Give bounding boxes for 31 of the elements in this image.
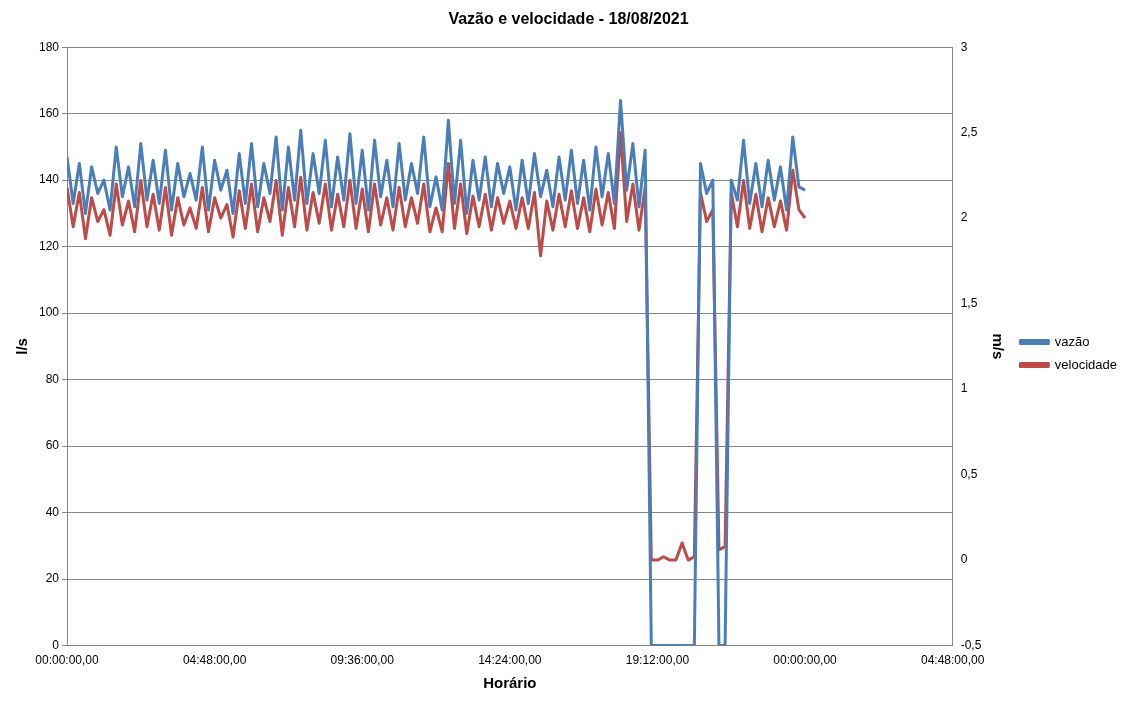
x-tick-label: 00:00:00,00 [35, 653, 100, 668]
y2-tick-label: 3 [960, 39, 968, 54]
x-tick-label: 00:00:00,00 [773, 653, 838, 668]
y-tick-label: 0 [52, 637, 60, 652]
legend-label: velocidade [1054, 356, 1117, 372]
x-tick-label: 14:24:00,00 [478, 653, 542, 668]
y2-tick-label: 1 [960, 381, 968, 396]
chart-title: Vazão e velocidade - 18/08/2021 [448, 10, 689, 28]
y-tick-label: 60 [45, 438, 60, 453]
y-tick-label: 140 [38, 172, 60, 187]
y-tick-label: 40 [45, 504, 60, 519]
y2-tick-label: 0 [960, 552, 968, 567]
x-tick-label: 19:12:00,00 [625, 653, 690, 668]
legend-label: vazão [1054, 333, 1090, 349]
y2-axis-title: m/s [990, 333, 1008, 360]
x-tick-label: 04:48:00,00 [920, 653, 985, 668]
y-tick-label: 100 [38, 305, 60, 320]
y-axis-title: l/s [13, 338, 31, 355]
y-tick-label: 160 [38, 106, 60, 120]
y2-tick-label: 0,5 [960, 466, 978, 481]
x-axis-title: Horário [483, 674, 537, 692]
y-tick-label: 180 [38, 39, 60, 54]
y2-tick-label: 2 [960, 210, 968, 225]
x-tick-label: 04:48:00,00 [182, 653, 247, 668]
x-tick-label: 09:36:00,00 [330, 653, 395, 668]
y2-tick-label: -0,5 [960, 637, 982, 652]
y-tick-label: 120 [38, 238, 60, 253]
y2-tick-label: 2,5 [960, 125, 978, 139]
y-tick-label: 80 [45, 371, 60, 386]
y2-tick-label: 1,5 [960, 295, 978, 310]
y-tick-label: 20 [45, 571, 60, 586]
